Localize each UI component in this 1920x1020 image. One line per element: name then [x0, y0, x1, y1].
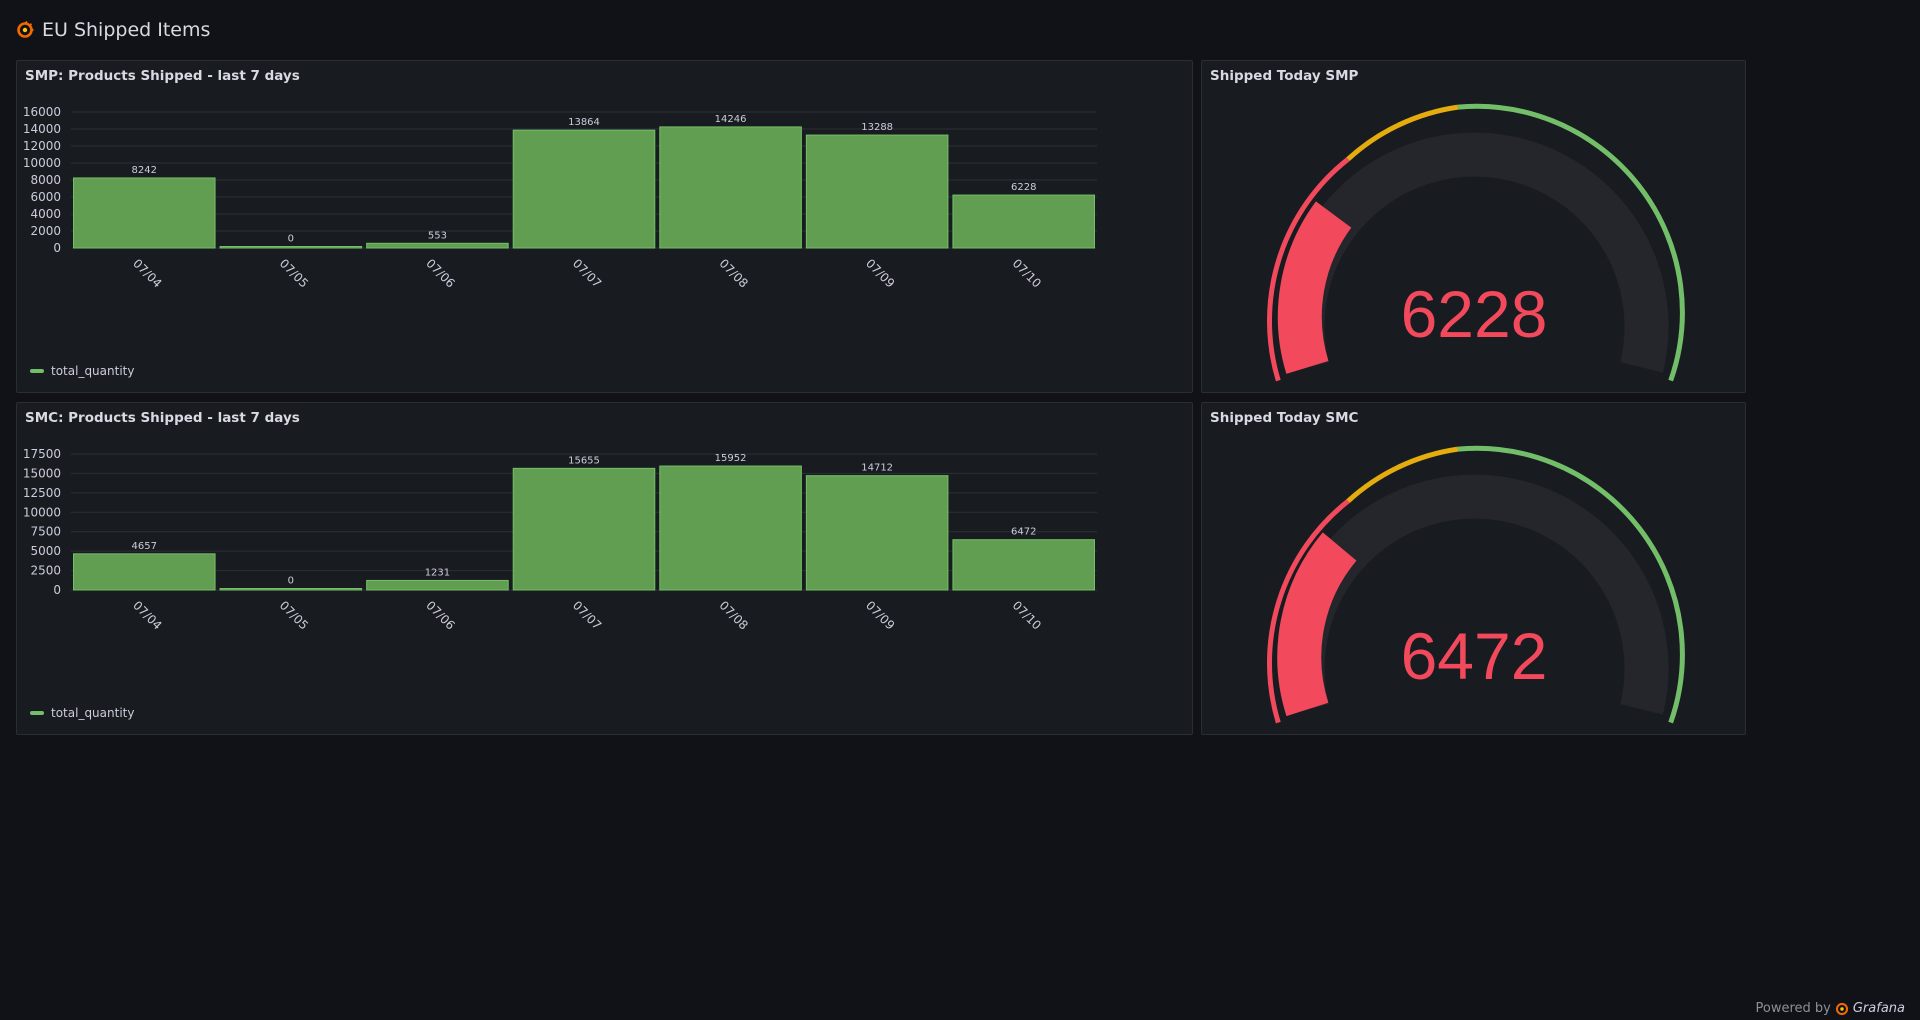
data-label: 13288 — [861, 122, 893, 133]
x-tick-label: 07/06 — [423, 256, 457, 290]
y-tick-label: 12500 — [23, 486, 61, 500]
x-tick-label: 07/07 — [570, 598, 604, 632]
x-tick-label: 07/04 — [130, 256, 164, 290]
gauge-threshold-orange — [1346, 446, 1459, 503]
data-label: 0 — [288, 576, 294, 587]
grafana-brand: Grafana — [1852, 1001, 1905, 1016]
x-tick-label: 07/04 — [130, 598, 164, 632]
gauge: 6228 — [1266, 103, 1685, 382]
x-tick-label: 07/05 — [277, 256, 311, 290]
x-tick-label: 07/08 — [716, 256, 750, 290]
smp-gauge-panel[interactable]: Shipped Today SMP 6228 — [1201, 60, 1746, 393]
data-label: 15655 — [568, 455, 600, 466]
y-tick-label: 2500 — [30, 564, 61, 578]
data-label: 1231 — [425, 567, 450, 578]
x-tick-label: 07/05 — [277, 598, 311, 632]
legend-label: total_quantity — [51, 364, 135, 378]
bar-chart: 0 2000 4000 6000 8000 10000 12000 14000 16000 824… — [23, 105, 1097, 291]
data-label: 14712 — [861, 463, 893, 474]
bar — [219, 246, 363, 249]
y-tick-label: 15000 — [23, 466, 61, 480]
data-label: 15952 — [715, 453, 747, 464]
y-tick-label: 4000 — [30, 207, 61, 221]
bar — [952, 194, 1096, 249]
y-tick-label: 10000 — [23, 505, 61, 519]
bar — [73, 553, 216, 591]
gauge-threshold-green — [1457, 103, 1685, 382]
gauge-threshold-red — [1266, 157, 1350, 382]
data-label: 14246 — [715, 114, 747, 125]
x-tick-label: 07/10 — [1010, 256, 1044, 290]
legend[interactable]: total_quantity — [30, 364, 134, 378]
legend-swatch — [30, 711, 44, 715]
gauge-threshold-green — [1457, 445, 1685, 724]
data-label: 13864 — [568, 117, 600, 128]
gauge: 6472 — [1266, 445, 1685, 724]
x-tick-label: 07/08 — [716, 598, 750, 632]
y-tick-label: 10000 — [23, 156, 61, 170]
y-tick-label: 2000 — [30, 224, 61, 238]
x-tick-label: 07/09 — [863, 256, 897, 290]
bar — [952, 539, 1096, 591]
y-tick-label: 14000 — [23, 122, 61, 136]
panel-title[interactable]: Shipped Today SMP — [1210, 68, 1359, 84]
grafana-logo-icon — [16, 21, 34, 39]
footer[interactable]: Powered by Grafana — [1756, 1001, 1906, 1016]
bar-chart: 0 2500 5000 7500 10000 12500 15000 17500 4657 07/… — [23, 447, 1097, 633]
data-label: 6472 — [1011, 527, 1036, 538]
panel-title[interactable]: SMC: Products Shipped - last 7 days — [25, 410, 300, 426]
data-label: 8242 — [132, 165, 157, 176]
gauge-threshold-orange — [1346, 104, 1459, 161]
bar — [73, 177, 216, 249]
y-tick-label: 7500 — [30, 525, 61, 539]
smc-gauge-panel[interactable]: Shipped Today SMC 6472 — [1201, 402, 1746, 735]
bar — [805, 475, 949, 591]
bar — [512, 467, 656, 591]
y-tick-label: 5000 — [30, 544, 61, 558]
y-tick-label: 8000 — [30, 173, 61, 187]
gauge-threshold-red — [1266, 499, 1350, 724]
legend-label: total_quantity — [51, 706, 135, 720]
data-label: 0 — [288, 234, 294, 245]
y-tick-label: 6000 — [30, 190, 61, 204]
x-tick-label: 07/06 — [423, 598, 457, 632]
panel-title[interactable]: SMP: Products Shipped - last 7 days — [25, 68, 300, 84]
y-tick-label: 0 — [53, 241, 61, 255]
bar — [512, 129, 656, 249]
data-label: 6228 — [1011, 182, 1036, 193]
gauge-value: 6228 — [1401, 277, 1548, 351]
gauge-value-arc — [1277, 532, 1357, 717]
data-label: 4657 — [132, 541, 157, 552]
legend[interactable]: total_quantity — [30, 706, 134, 720]
powered-by-text: Powered by — [1755, 1001, 1831, 1016]
x-tick-label: 07/09 — [863, 598, 897, 632]
legend-swatch — [30, 369, 44, 373]
dashboard-title[interactable]: EU Shipped Items — [42, 19, 211, 41]
smp-bar-panel[interactable]: SMP: Products Shipped - last 7 days 0 200… — [16, 60, 1193, 393]
grafana-logo-icon — [1835, 1002, 1849, 1016]
y-tick-label: 16000 — [23, 105, 61, 119]
y-tick-label: 12000 — [23, 139, 61, 153]
dashboard-header: EU Shipped Items — [16, 16, 210, 44]
bar — [219, 588, 363, 591]
gauge-value: 6472 — [1401, 619, 1548, 693]
bar — [659, 126, 802, 249]
bar — [366, 579, 509, 591]
x-tick-label: 07/10 — [1010, 598, 1044, 632]
gauge-value-arc — [1277, 201, 1352, 374]
bar — [659, 465, 802, 591]
panel-title[interactable]: Shipped Today SMC — [1210, 410, 1359, 426]
x-tick-label: 07/07 — [570, 256, 604, 290]
smc-bar-panel[interactable]: SMC: Products Shipped - last 7 days 0 250… — [16, 402, 1193, 735]
y-tick-label: 0 — [53, 583, 61, 597]
bar — [805, 134, 949, 249]
bar — [366, 242, 509, 249]
y-tick-label: 17500 — [23, 447, 61, 461]
data-label: 553 — [428, 230, 447, 241]
